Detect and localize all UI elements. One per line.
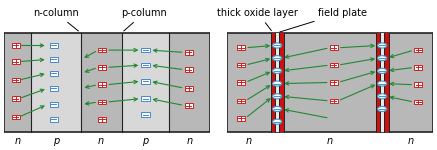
Bar xyxy=(414,48,422,52)
Text: n-column: n-column xyxy=(33,8,79,31)
Bar xyxy=(184,68,193,72)
Bar xyxy=(184,86,193,91)
Bar xyxy=(141,48,149,52)
Bar xyxy=(271,33,275,132)
Circle shape xyxy=(273,43,282,48)
Circle shape xyxy=(378,94,387,99)
Bar xyxy=(237,45,245,50)
Bar xyxy=(275,33,279,132)
Bar xyxy=(279,33,284,132)
Circle shape xyxy=(273,119,282,124)
Bar xyxy=(237,63,245,68)
Bar xyxy=(98,82,106,87)
Circle shape xyxy=(378,56,387,61)
Bar xyxy=(329,45,338,50)
Text: n: n xyxy=(15,136,21,146)
Bar xyxy=(329,99,338,103)
Bar xyxy=(414,65,422,70)
Circle shape xyxy=(378,81,387,86)
Text: n: n xyxy=(246,136,252,146)
Bar xyxy=(237,80,245,85)
Circle shape xyxy=(378,68,387,74)
Bar xyxy=(11,96,20,101)
Bar xyxy=(384,33,388,132)
Bar xyxy=(11,43,20,48)
Bar xyxy=(414,82,422,87)
Text: n: n xyxy=(98,136,104,146)
Bar xyxy=(227,33,433,132)
Bar xyxy=(376,33,380,132)
Bar xyxy=(50,43,58,48)
Text: p-column: p-column xyxy=(121,8,167,31)
Bar xyxy=(50,86,58,91)
Bar xyxy=(50,71,58,75)
Bar xyxy=(4,33,210,132)
Bar xyxy=(329,63,338,68)
Bar xyxy=(380,33,384,132)
Circle shape xyxy=(273,106,282,112)
Bar xyxy=(122,33,169,132)
Circle shape xyxy=(378,106,387,112)
Text: n: n xyxy=(326,136,333,146)
Bar xyxy=(80,33,122,132)
Text: field plate: field plate xyxy=(280,8,367,32)
Bar xyxy=(141,63,149,68)
Bar xyxy=(98,65,106,70)
Bar xyxy=(141,79,149,84)
Bar xyxy=(329,80,338,85)
Circle shape xyxy=(273,81,282,86)
Bar xyxy=(31,33,80,132)
Text: n: n xyxy=(408,136,414,146)
Bar xyxy=(11,115,20,119)
Bar xyxy=(141,96,149,101)
Text: thick oxide layer: thick oxide layer xyxy=(217,8,298,31)
Circle shape xyxy=(273,56,282,61)
Bar xyxy=(4,33,31,132)
Bar xyxy=(98,100,106,104)
Bar xyxy=(237,116,245,121)
Circle shape xyxy=(273,68,282,74)
Bar xyxy=(98,48,106,52)
Bar xyxy=(50,102,58,107)
Bar xyxy=(169,33,210,132)
Bar xyxy=(98,117,106,122)
Bar xyxy=(50,117,58,122)
Bar xyxy=(184,103,193,108)
Bar xyxy=(414,100,422,104)
Bar xyxy=(237,99,245,103)
Bar xyxy=(11,59,20,64)
Circle shape xyxy=(273,94,282,99)
Bar xyxy=(50,57,58,62)
Text: p: p xyxy=(142,136,149,146)
Bar xyxy=(184,50,193,55)
Bar xyxy=(141,112,149,117)
Circle shape xyxy=(378,43,387,48)
Bar xyxy=(11,78,20,83)
Text: p: p xyxy=(53,136,59,146)
Text: n: n xyxy=(187,136,193,146)
